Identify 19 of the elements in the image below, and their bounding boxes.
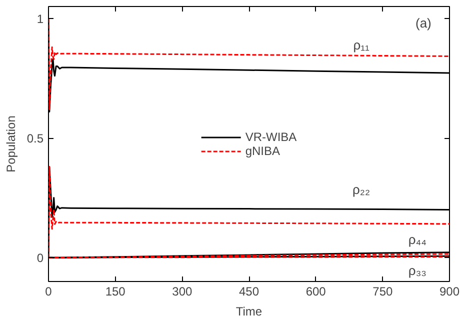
x-tick-label: 0 xyxy=(45,284,52,298)
x-tick-label: 300 xyxy=(172,284,193,298)
x-tick-label: 150 xyxy=(105,284,126,298)
x-axis-title: Time xyxy=(236,304,262,318)
annotation: ρ₁₁ xyxy=(353,38,370,52)
y-tick-label: 0 xyxy=(36,251,44,266)
x-tick-label: 750 xyxy=(372,284,394,298)
legend-label: gNIBA xyxy=(245,144,280,158)
y-tick-label: 1 xyxy=(36,12,44,26)
annotation: ρ₂₂ xyxy=(352,182,370,197)
annotation: (a) xyxy=(415,16,432,30)
annotation: ρ₄₄ xyxy=(408,232,426,248)
annotation: ρ₃₃ xyxy=(408,263,426,278)
y-tick-label: 0.5 xyxy=(26,132,44,146)
y-axis-title: Population xyxy=(4,116,18,172)
x-tick-label: 600 xyxy=(306,284,326,298)
x-tick-label: 450 xyxy=(238,284,260,298)
x-tick-label: 900 xyxy=(439,284,460,298)
legend-label: VR-WIBA xyxy=(245,130,297,144)
